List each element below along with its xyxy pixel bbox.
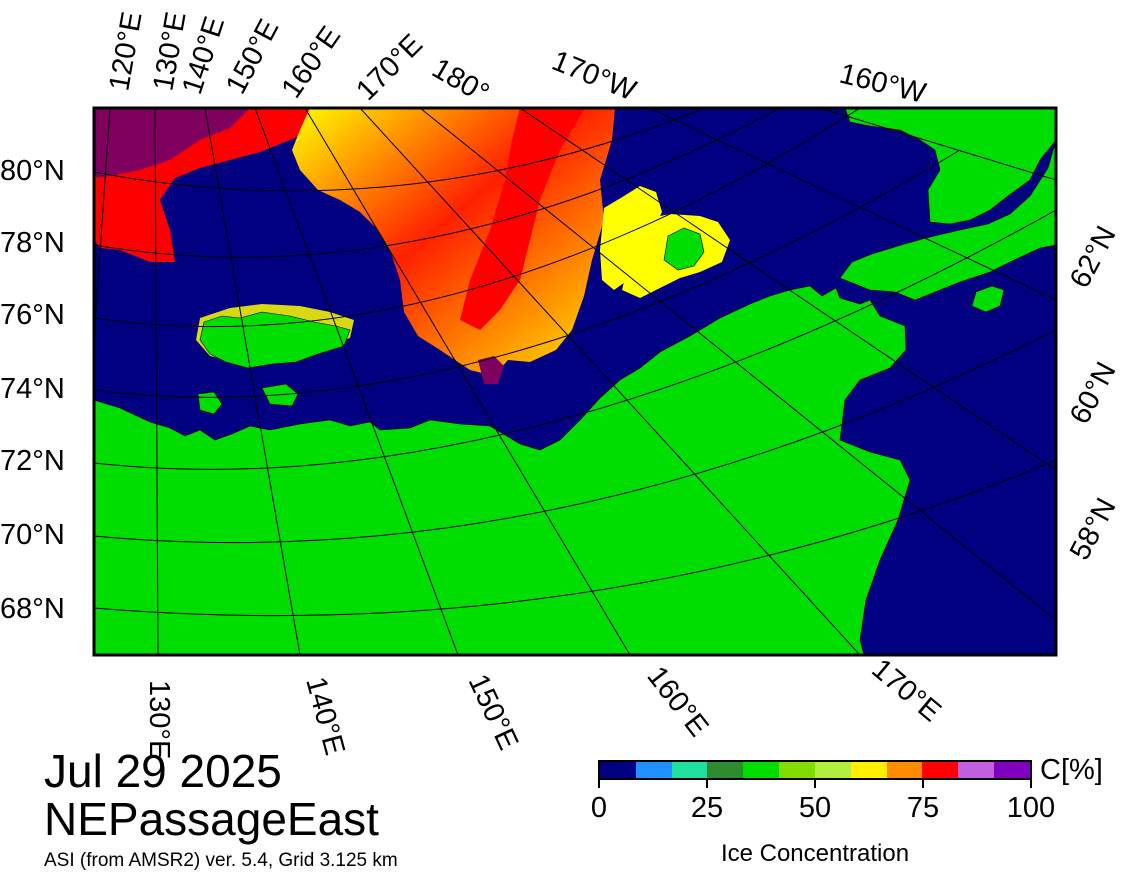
lat-label-right: 60°N (1064, 357, 1123, 429)
colorbar-tick-label: 75 (906, 792, 940, 824)
ice-high-concentration-patch (478, 356, 504, 384)
lon-label-top: 160°W (836, 58, 929, 110)
lon-label-top: 160°E (276, 21, 348, 104)
colorbar-segment (814, 762, 851, 778)
lon-label-top: 120°E (103, 10, 148, 94)
colorbar-tick (814, 780, 816, 788)
colorbar-segment (958, 762, 995, 778)
lat-label-left: 78°N (0, 227, 65, 259)
colorbar-segment (779, 762, 815, 778)
lat-label-right: 58°N (1064, 493, 1123, 565)
ice-pack-west-core (94, 108, 250, 178)
lon-label-bottom: 130°E (143, 680, 175, 759)
lat-label-left: 70°N (0, 519, 65, 551)
colorbar-unit: C[%] (1040, 754, 1103, 786)
colorbar-tick-label: 0 (590, 792, 608, 824)
colorbar-title: Ice Concentration (720, 840, 910, 867)
region-label: NEPassageEast (44, 793, 379, 845)
lon-label-bottom: 170°E (866, 653, 947, 729)
colorbar-segment (600, 762, 636, 778)
colorbar-segment (671, 762, 708, 778)
colorbar-tick-label: 50 (798, 792, 832, 824)
colorbar-segment (850, 762, 887, 778)
colorbar-segment (707, 762, 744, 778)
colorbar-tick-label: 25 (690, 792, 724, 824)
colorbar-tick-label: 100 (1006, 792, 1056, 824)
lat-label-right: 62°N (1064, 221, 1123, 293)
small-island (971, 285, 1005, 313)
date-label: Jul 29 2025 (44, 745, 282, 797)
lon-label-top: 170°W (547, 45, 641, 108)
lon-label-bottom: 150°E (462, 669, 525, 754)
lat-label-left: 72°N (0, 445, 65, 477)
ice-floe-east (600, 186, 662, 290)
colorbar-tick (922, 780, 924, 788)
siberia-land (94, 285, 911, 655)
wrangel-island (663, 227, 705, 271)
colorbar-segment (886, 762, 923, 778)
colorbar-tick (1030, 780, 1032, 788)
colorbar-segment (635, 762, 672, 778)
alaska-land (844, 108, 1056, 225)
lon-label-top: 170°E (350, 28, 429, 107)
colorbar-tick (706, 780, 708, 788)
lon-label-bottom: 160°E (640, 661, 714, 743)
lat-label-left: 74°N (0, 373, 65, 405)
colorbar (598, 760, 1032, 780)
map-frame (92, 106, 1058, 657)
lat-label-left: 80°N (0, 155, 65, 187)
lat-label-left: 76°N (0, 299, 65, 331)
graticule-lines (94, 108, 1056, 655)
colorbar-tick (598, 780, 600, 788)
colorbar-segment (743, 762, 780, 778)
colorbar-segment (994, 762, 1030, 778)
chukotka-land (839, 139, 1056, 301)
colorbar-segment (922, 762, 959, 778)
lon-label-bottom: 140°E (299, 674, 350, 759)
lon-label-top: 180° (427, 52, 495, 110)
source-label: ASI (from AMSR2) ver. 5.4, Grid 3.125 km (44, 850, 398, 871)
lat-label-left: 68°N (0, 593, 65, 625)
ice-pack-central-core (460, 108, 585, 330)
